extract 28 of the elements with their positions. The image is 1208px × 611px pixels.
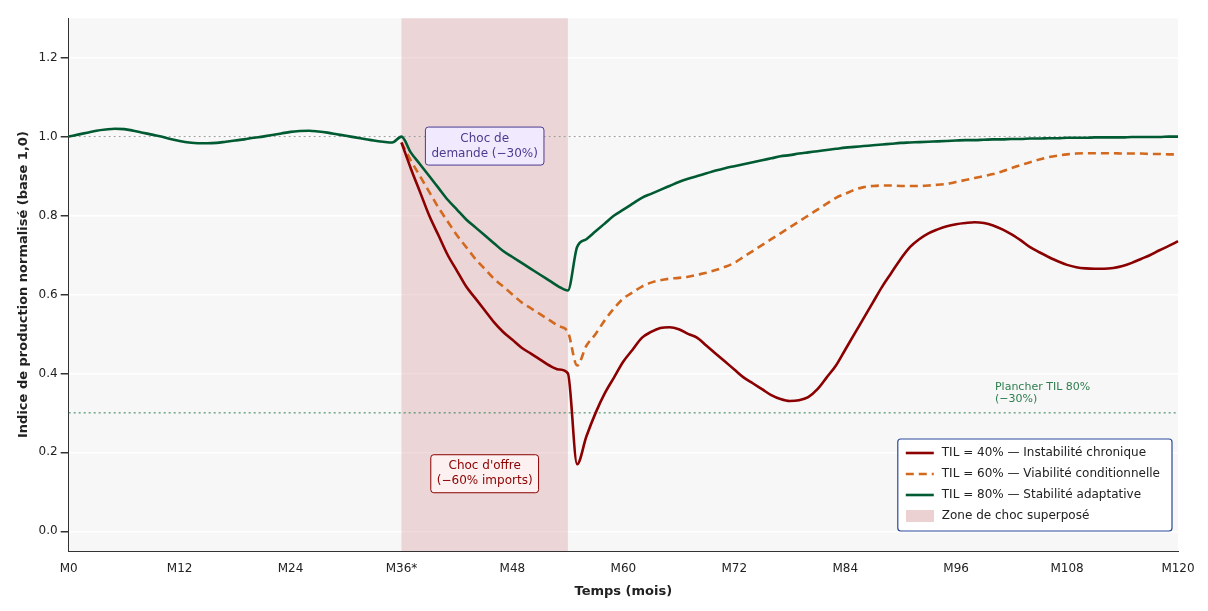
y-tick-label: 1.2 [38,49,58,64]
ref-line-label: Plancher TIL 80% (−30%) [994,380,1091,406]
x-tick-label: M96 [943,561,969,576]
x-axis-title: Temps (mois) [574,582,673,598]
y-tick-label: 1.0 [38,128,58,143]
y-tick-label: 0.0 [38,523,58,538]
y-tick-label: 0.4 [38,365,58,380]
annotation: Choc d'offre (−60% imports) [436,458,533,488]
legend-label: TIL = 80% — Stabilité adaptative [940,487,1142,502]
legend-label: TIL = 60% — Viabilité conditionnelle [940,466,1160,481]
y-axis-title: Indice de production normalisé (base 1,0) [15,131,31,439]
annotation: Choc de demande (−30%) [431,130,538,160]
x-tick-label: M24 [277,561,304,576]
x-tick-label: M48 [499,561,526,576]
x-tick-label: M108 [1050,561,1084,576]
x-tick-label: M120 [1161,561,1195,576]
annotation: Zone de choc superposé [941,508,1090,523]
x-tick-label: M12 [166,561,193,576]
x-tick-label: M0 [59,561,78,576]
x-tick-label: M72 [721,561,748,576]
x-tick-label: M36* [385,561,418,576]
line-series [67,127,1180,292]
y-tick-label: 0.8 [38,207,58,222]
y-tick-label: 0.2 [38,444,58,459]
y-tick-label: 0.6 [38,286,58,301]
legend-label: TIL = 40% — Instabilité chronique [940,445,1147,460]
x-tick-label: M60 [610,561,637,576]
x-tick-label: M84 [832,561,859,576]
